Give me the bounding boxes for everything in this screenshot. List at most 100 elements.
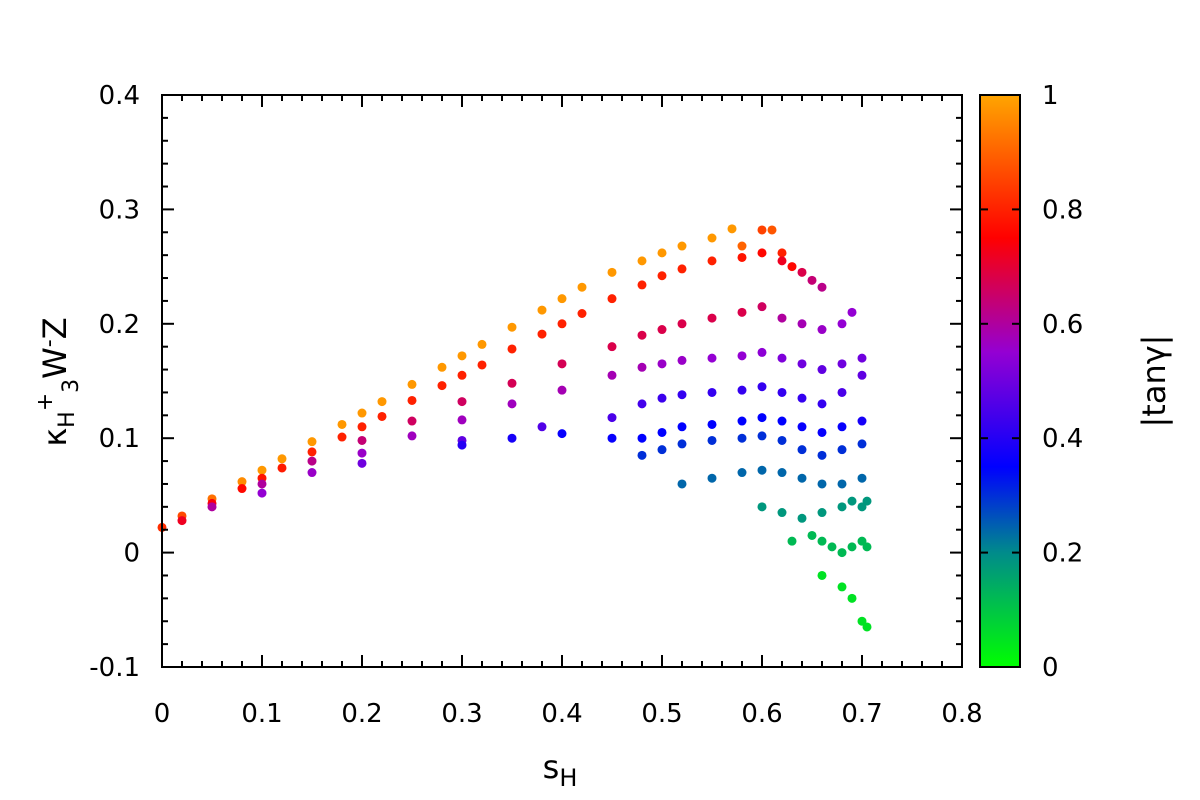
scatter-point	[757, 225, 767, 235]
scatter-point	[707, 353, 717, 363]
scatter-point	[797, 267, 807, 277]
x-tick-label: 0.4	[541, 699, 582, 729]
scatter-point	[507, 344, 517, 354]
x-tick-label: 0.1	[241, 699, 282, 729]
y-axis-title-sub1: H	[55, 411, 80, 428]
scatter-point	[557, 385, 567, 395]
scatter-point	[577, 309, 587, 319]
scatter-point	[837, 502, 847, 512]
scatter-point	[307, 437, 317, 447]
scatter-point	[807, 275, 817, 285]
y-tick-label: 0.3	[99, 195, 140, 225]
scatter-point	[207, 502, 217, 512]
scatter-point	[457, 397, 467, 407]
scatter-point	[737, 416, 747, 426]
scatter-point	[457, 370, 467, 380]
scatter-point	[797, 513, 807, 523]
y-tick-label: 0.2	[99, 310, 140, 340]
y-axis-title: κH+3W-Z	[33, 317, 84, 446]
scatter-point	[377, 397, 387, 407]
scatter-point	[677, 390, 687, 400]
scatter-point	[677, 355, 687, 365]
scatter-point	[277, 454, 287, 464]
scatter-point	[657, 271, 667, 281]
scatter-point	[637, 433, 647, 443]
scatter-point	[837, 582, 847, 592]
scatter-point	[237, 477, 247, 487]
scatter-point	[557, 294, 567, 304]
scatter-point	[757, 431, 767, 441]
scatter-point	[862, 622, 872, 632]
y-axis-title-base2: W	[36, 347, 74, 379]
scatter-point	[677, 479, 687, 489]
scatter-point	[177, 516, 187, 526]
scatter-point	[377, 411, 387, 421]
scatter-point	[707, 435, 717, 445]
scatter-point	[737, 433, 747, 443]
scatter-point	[607, 267, 617, 277]
scatter-point	[607, 370, 617, 380]
scatter-point	[817, 450, 827, 460]
scatter-point	[607, 294, 617, 304]
scatter-point	[737, 468, 747, 478]
x-tick-label: 0.7	[841, 699, 882, 729]
scatter-point	[862, 496, 872, 506]
x-tick-label: 0	[154, 699, 171, 729]
scatter-point	[837, 387, 847, 397]
scatter-point	[677, 264, 687, 274]
scatter-point	[777, 353, 787, 363]
scatter-point	[862, 542, 872, 552]
scatter-point	[307, 468, 317, 478]
scatter-point	[837, 479, 847, 489]
scatter-point	[847, 593, 857, 603]
scatter-point	[407, 416, 417, 426]
scatter-point	[537, 329, 547, 339]
scatter-point	[357, 448, 367, 458]
scatter-point	[817, 399, 827, 409]
scatter-point	[787, 536, 797, 546]
scatter-point	[857, 416, 867, 426]
scatter-point	[807, 530, 817, 540]
scatter-point	[307, 447, 317, 457]
colorbar	[979, 94, 1021, 668]
x-tick-label: 0.2	[341, 699, 382, 729]
scatter-point	[707, 473, 717, 483]
scatter-point	[257, 488, 267, 498]
colorbar-tick-label: 0.2	[1042, 539, 1083, 569]
scatter-point	[607, 413, 617, 423]
scatter-point	[477, 339, 487, 349]
scatter-point	[707, 387, 717, 397]
scatter-point	[797, 445, 807, 455]
x-axis-title: sH	[543, 748, 578, 792]
scatter-point	[237, 484, 247, 494]
scatter-point	[537, 422, 547, 432]
scatter-point	[797, 359, 807, 369]
scatter-point	[727, 224, 737, 234]
scatter-point	[507, 433, 517, 443]
scatter-point	[357, 422, 367, 432]
plot-frame	[161, 94, 963, 668]
scatter-point	[657, 393, 667, 403]
x-axis-ticks: 0 0.1 0.2 0.3 0.4 0.5 0.6 0.7 0.8	[154, 95, 983, 729]
scatter-point	[337, 432, 347, 442]
scatter-point	[857, 353, 867, 363]
scatter-point	[837, 319, 847, 329]
scatter-point	[607, 342, 617, 352]
scatter-point	[657, 427, 667, 437]
scatter-point	[507, 399, 517, 409]
scatter-point	[837, 422, 847, 432]
colorbar-tick-label: 0.4	[1042, 424, 1083, 454]
scatter-point	[637, 330, 647, 340]
scatter-point	[637, 399, 647, 409]
y-tick-label: -0.1	[89, 653, 140, 683]
scatter-point	[837, 548, 847, 558]
scatter-point	[797, 319, 807, 329]
y-axis-title-sup1: +	[33, 393, 58, 411]
scatter-point	[457, 351, 467, 361]
scatter-point	[767, 225, 777, 235]
y-axis-title-base3: Z	[36, 317, 74, 339]
scatter-point	[817, 508, 827, 518]
scatter-point	[437, 381, 447, 391]
scatter-point	[757, 382, 767, 392]
